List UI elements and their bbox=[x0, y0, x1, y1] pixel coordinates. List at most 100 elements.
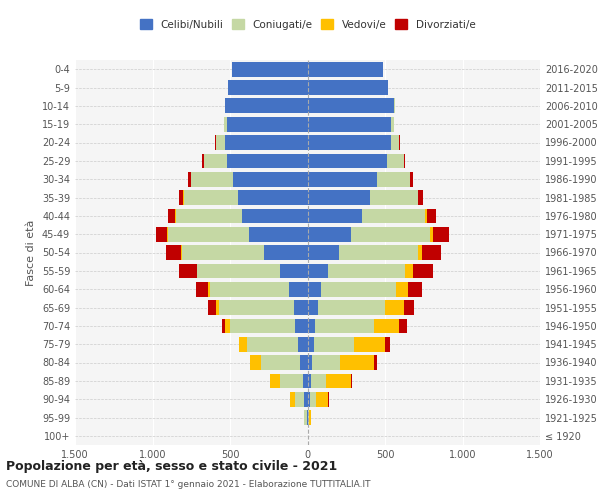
Bar bbox=[229, 80, 308, 95]
Bar bbox=[308, 245, 338, 260]
Bar bbox=[308, 318, 399, 333]
Bar bbox=[298, 337, 308, 351]
Bar bbox=[227, 117, 308, 132]
Bar bbox=[308, 154, 404, 168]
Bar bbox=[308, 337, 314, 351]
Bar bbox=[304, 410, 308, 425]
Bar bbox=[308, 318, 407, 333]
Bar bbox=[242, 208, 308, 223]
Text: Popolazione per età, sesso e stato civile - 2021: Popolazione per età, sesso e stato civil… bbox=[6, 460, 337, 473]
Bar bbox=[229, 80, 308, 95]
Bar bbox=[191, 172, 308, 186]
Legend: Celibi/Nubili, Coniugati/e, Vedovi/e, Divorziati/e: Celibi/Nubili, Coniugati/e, Vedovi/e, Di… bbox=[136, 15, 479, 34]
Bar bbox=[308, 117, 394, 132]
Bar bbox=[308, 80, 388, 95]
Bar bbox=[224, 98, 308, 113]
Text: COMUNE DI ALBA (CN) - Dati ISTAT 1° gennaio 2021 - Elaborazione TUTTITALIA.IT: COMUNE DI ALBA (CN) - Dati ISTAT 1° genn… bbox=[6, 480, 371, 489]
Bar bbox=[188, 172, 308, 186]
Bar bbox=[308, 117, 394, 132]
Bar bbox=[308, 227, 430, 242]
Bar bbox=[308, 337, 389, 351]
Bar bbox=[308, 300, 404, 315]
Bar bbox=[264, 245, 308, 260]
Bar bbox=[222, 318, 308, 333]
Bar bbox=[224, 98, 308, 113]
Bar bbox=[308, 337, 385, 351]
Bar bbox=[226, 318, 308, 333]
Bar bbox=[308, 264, 433, 278]
Bar bbox=[295, 392, 308, 406]
Bar bbox=[215, 135, 308, 150]
Bar bbox=[179, 190, 308, 205]
Bar bbox=[308, 80, 388, 95]
Bar bbox=[295, 392, 308, 406]
Bar bbox=[308, 392, 310, 406]
Bar bbox=[250, 355, 308, 370]
Bar bbox=[308, 135, 399, 150]
Bar bbox=[238, 190, 308, 205]
Bar bbox=[229, 80, 308, 95]
Bar bbox=[226, 98, 308, 113]
Bar bbox=[308, 98, 395, 113]
Bar bbox=[308, 245, 422, 260]
Bar bbox=[208, 300, 308, 315]
Bar bbox=[203, 154, 308, 168]
Bar bbox=[308, 135, 400, 150]
Bar bbox=[289, 282, 308, 296]
Bar bbox=[202, 154, 308, 168]
Bar bbox=[308, 282, 322, 296]
Bar bbox=[308, 264, 413, 278]
Bar bbox=[239, 337, 308, 351]
Bar bbox=[168, 227, 308, 242]
Bar bbox=[224, 117, 308, 132]
Bar bbox=[216, 300, 308, 315]
Bar bbox=[308, 374, 311, 388]
Bar bbox=[308, 337, 354, 351]
Bar bbox=[308, 282, 408, 296]
Bar bbox=[308, 135, 399, 150]
Bar bbox=[181, 245, 308, 260]
Bar bbox=[308, 117, 391, 132]
Bar bbox=[308, 282, 422, 296]
Bar bbox=[308, 154, 386, 168]
Bar bbox=[166, 245, 308, 260]
Bar bbox=[210, 282, 308, 296]
Bar bbox=[308, 172, 413, 186]
Bar bbox=[182, 245, 308, 260]
Bar bbox=[232, 62, 308, 76]
Bar bbox=[308, 410, 309, 425]
Bar bbox=[303, 374, 308, 388]
Bar bbox=[308, 392, 316, 406]
Bar bbox=[224, 117, 308, 132]
Bar bbox=[308, 355, 312, 370]
Bar bbox=[224, 98, 308, 113]
Bar bbox=[167, 227, 308, 242]
Y-axis label: Fasce di età: Fasce di età bbox=[26, 220, 36, 286]
Bar bbox=[308, 80, 388, 95]
Bar bbox=[233, 172, 308, 186]
Bar bbox=[230, 318, 308, 333]
Bar bbox=[308, 355, 340, 370]
Bar bbox=[191, 172, 308, 186]
Bar bbox=[197, 264, 308, 278]
Bar bbox=[183, 190, 308, 205]
Bar bbox=[308, 208, 427, 223]
Bar bbox=[248, 227, 308, 242]
Bar bbox=[208, 282, 308, 296]
Bar bbox=[308, 62, 383, 76]
Bar bbox=[308, 355, 374, 370]
Bar bbox=[308, 374, 351, 388]
Bar bbox=[308, 98, 395, 113]
Bar bbox=[308, 300, 319, 315]
Bar bbox=[227, 154, 308, 168]
Bar bbox=[304, 410, 308, 425]
Bar bbox=[247, 337, 308, 351]
Bar bbox=[308, 227, 433, 242]
Bar bbox=[308, 355, 377, 370]
Bar bbox=[179, 264, 308, 278]
Bar bbox=[304, 392, 308, 406]
Bar bbox=[308, 227, 351, 242]
Bar bbox=[259, 355, 308, 370]
Bar bbox=[308, 392, 329, 406]
Bar bbox=[184, 190, 308, 205]
